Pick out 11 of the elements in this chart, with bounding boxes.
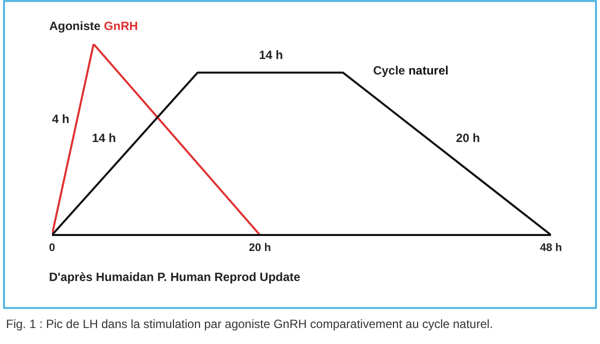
- annotation: 14 h: [259, 48, 284, 62]
- caption: Fig. 1 : Pic de LH dans la stimulation par agoniste GnRH comparativement au cycle naturel.: [6, 317, 494, 331]
- series-label: Agoniste GnRH: [49, 19, 138, 33]
- annotation: 14 h: [92, 131, 116, 145]
- series-label: Cycle naturel: [373, 64, 448, 78]
- annotation: 20 h: [456, 131, 480, 145]
- x-tick-label: 20 h: [248, 242, 272, 254]
- x-tick-label: 48 h: [540, 242, 562, 254]
- annotation: 4 h: [52, 112, 70, 126]
- x-tick-label: 0: [48, 242, 56, 254]
- text: D'après Humaidan P. Human Reprod Update: [49, 270, 300, 284]
